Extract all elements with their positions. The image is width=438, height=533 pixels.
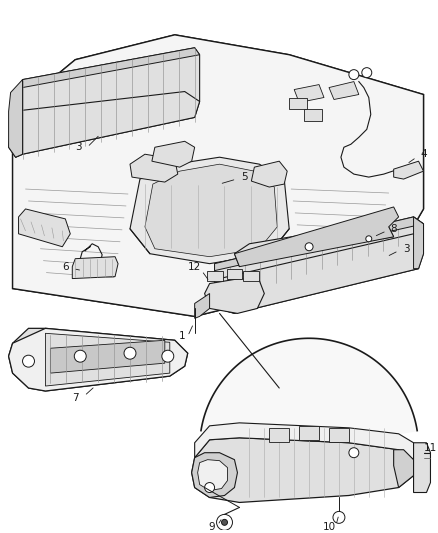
Polygon shape <box>192 453 237 497</box>
Circle shape <box>362 68 372 78</box>
Polygon shape <box>9 328 188 391</box>
Polygon shape <box>130 157 289 264</box>
Polygon shape <box>192 438 413 503</box>
Text: 8: 8 <box>390 224 397 234</box>
Polygon shape <box>194 423 413 459</box>
Polygon shape <box>130 154 178 182</box>
Polygon shape <box>329 82 359 100</box>
Circle shape <box>124 347 136 359</box>
Text: 4: 4 <box>420 149 427 159</box>
Bar <box>269 428 289 442</box>
Bar <box>244 271 259 280</box>
Bar <box>226 269 242 279</box>
Circle shape <box>74 350 86 362</box>
Circle shape <box>205 482 215 492</box>
Polygon shape <box>198 459 227 490</box>
Text: 1: 1 <box>178 332 185 341</box>
Text: 5: 5 <box>241 172 248 182</box>
Circle shape <box>366 236 372 242</box>
Polygon shape <box>215 217 424 271</box>
Bar <box>329 428 349 442</box>
Polygon shape <box>294 85 324 102</box>
Text: 3: 3 <box>403 244 410 254</box>
Circle shape <box>216 514 233 530</box>
Polygon shape <box>205 279 264 313</box>
Circle shape <box>222 519 227 526</box>
Polygon shape <box>413 217 424 269</box>
Text: 9: 9 <box>208 522 215 532</box>
Bar <box>304 109 322 122</box>
Circle shape <box>162 350 174 362</box>
Circle shape <box>333 511 345 523</box>
Polygon shape <box>50 340 165 373</box>
Polygon shape <box>394 450 413 488</box>
Polygon shape <box>152 141 194 167</box>
Circle shape <box>305 243 313 251</box>
Polygon shape <box>394 161 424 179</box>
Polygon shape <box>234 227 394 266</box>
Text: 7: 7 <box>72 393 78 403</box>
Circle shape <box>349 448 359 458</box>
Polygon shape <box>72 257 118 279</box>
Text: 3: 3 <box>75 142 81 152</box>
Text: 11: 11 <box>424 443 437 453</box>
Circle shape <box>22 355 35 367</box>
Polygon shape <box>215 217 424 313</box>
Bar <box>207 271 223 280</box>
Polygon shape <box>9 79 22 157</box>
Polygon shape <box>234 207 399 266</box>
Polygon shape <box>9 328 188 391</box>
Circle shape <box>349 70 359 79</box>
Polygon shape <box>251 161 287 187</box>
Polygon shape <box>194 294 210 318</box>
Polygon shape <box>18 209 70 247</box>
Bar <box>289 98 307 109</box>
Polygon shape <box>201 338 417 448</box>
Text: 6: 6 <box>62 262 69 272</box>
Polygon shape <box>145 164 277 257</box>
Polygon shape <box>413 443 431 492</box>
Text: 10: 10 <box>322 522 336 532</box>
Text: 12: 12 <box>188 262 201 272</box>
Polygon shape <box>46 333 170 386</box>
Polygon shape <box>22 48 200 87</box>
Bar <box>299 426 319 440</box>
Polygon shape <box>13 35 424 317</box>
Polygon shape <box>9 92 200 157</box>
Polygon shape <box>13 35 424 317</box>
Polygon shape <box>218 234 424 313</box>
Polygon shape <box>11 48 200 157</box>
